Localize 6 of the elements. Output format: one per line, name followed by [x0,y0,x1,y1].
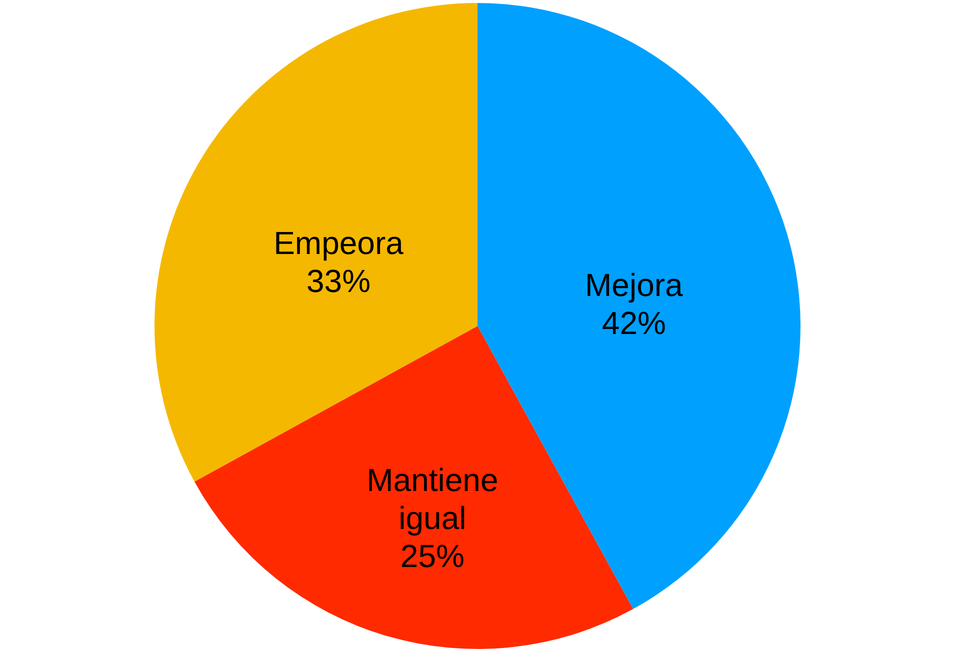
data-label: 42% [602,304,666,341]
slice-label: Mejora [585,266,684,303]
slice-label: Empeora [274,224,404,261]
data-label: 25% [400,538,464,574]
slice-label: Mantiene igual [366,462,498,536]
data-label: 33% [306,262,371,299]
